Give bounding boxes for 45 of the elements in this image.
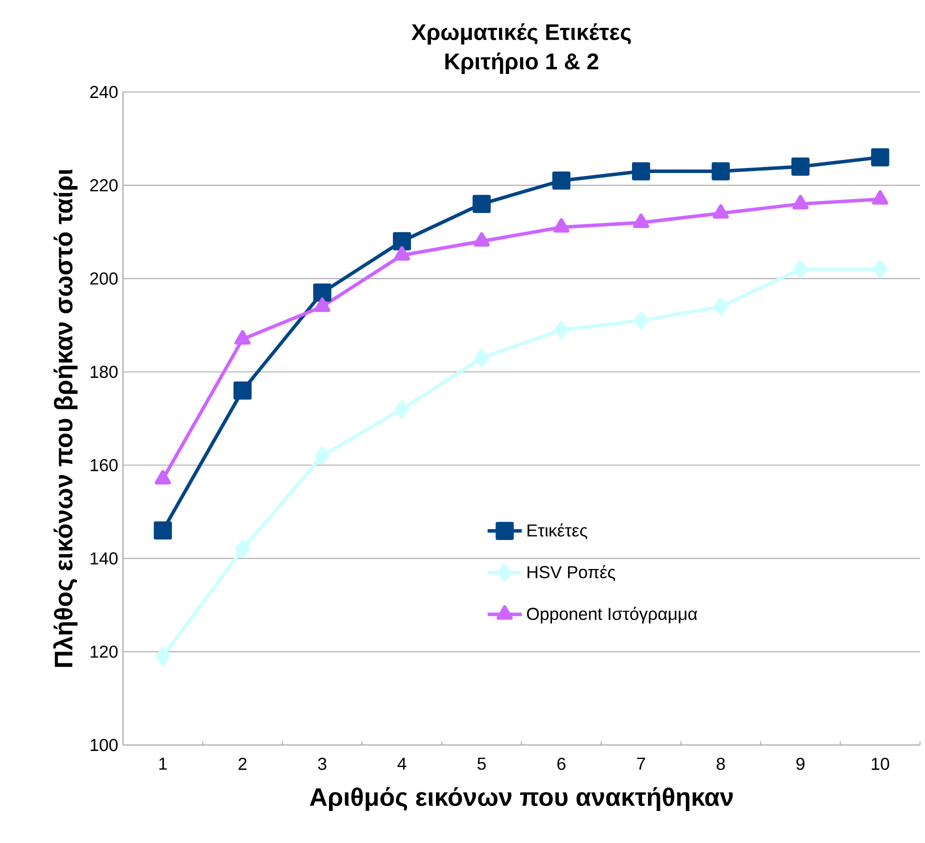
y-axis-title: Πλήθος εικόνων που βρήκαν σωστό ταίρι — [53, 169, 78, 667]
point — [472, 194, 491, 214]
point — [714, 297, 728, 316]
legend-label: Ετικέτες — [528, 523, 588, 540]
x-tick-label: 4 — [398, 758, 406, 770]
x-tick-label: 3 — [318, 758, 326, 770]
y-tick-label: 200 — [90, 272, 118, 285]
point — [712, 162, 730, 180]
point — [791, 158, 810, 176]
point — [554, 320, 569, 339]
x-tick-label: 10 — [872, 758, 890, 770]
point — [632, 162, 650, 180]
y-tick-label: 140 — [90, 552, 118, 565]
chart-subtitle: Κριτήριο 1 & 2 — [445, 52, 598, 74]
y-tick-label: 100 — [90, 738, 118, 752]
x-axis-title: Αριθμός εικόνων που ανακτήθηκαν — [310, 787, 733, 812]
point — [156, 647, 170, 666]
point — [552, 172, 570, 190]
point — [392, 232, 412, 250]
point — [233, 381, 252, 400]
point — [793, 260, 808, 278]
y-tick-label: 240 — [90, 86, 118, 98]
point — [872, 260, 888, 278]
y-tick-label: 120 — [90, 646, 118, 658]
y-tick-label: 160 — [90, 459, 118, 472]
x-tick-label: 1 — [159, 758, 167, 770]
y-tick-label: 180 — [90, 366, 118, 378]
point — [315, 446, 330, 465]
x-tick-label: 8 — [716, 758, 725, 770]
x-tick-label: 5 — [478, 758, 486, 770]
x-tick-label: 7 — [637, 758, 645, 770]
point — [235, 540, 250, 558]
point — [871, 148, 890, 166]
chart-title: Χρωματικές Ετικέτες — [411, 23, 631, 45]
point — [154, 521, 172, 540]
point — [313, 283, 332, 302]
x-tick-label: 2 — [238, 758, 246, 770]
x-tick-label: 9 — [796, 758, 804, 770]
legend-label: Opponent Ιστόγραμμα — [527, 606, 698, 624]
point — [394, 400, 410, 418]
y-tick-label: 220 — [90, 179, 118, 192]
x-tick-label: 6 — [557, 758, 566, 770]
point — [474, 348, 489, 367]
point — [634, 311, 648, 330]
legend-label: HSV Ροπές — [528, 565, 616, 582]
